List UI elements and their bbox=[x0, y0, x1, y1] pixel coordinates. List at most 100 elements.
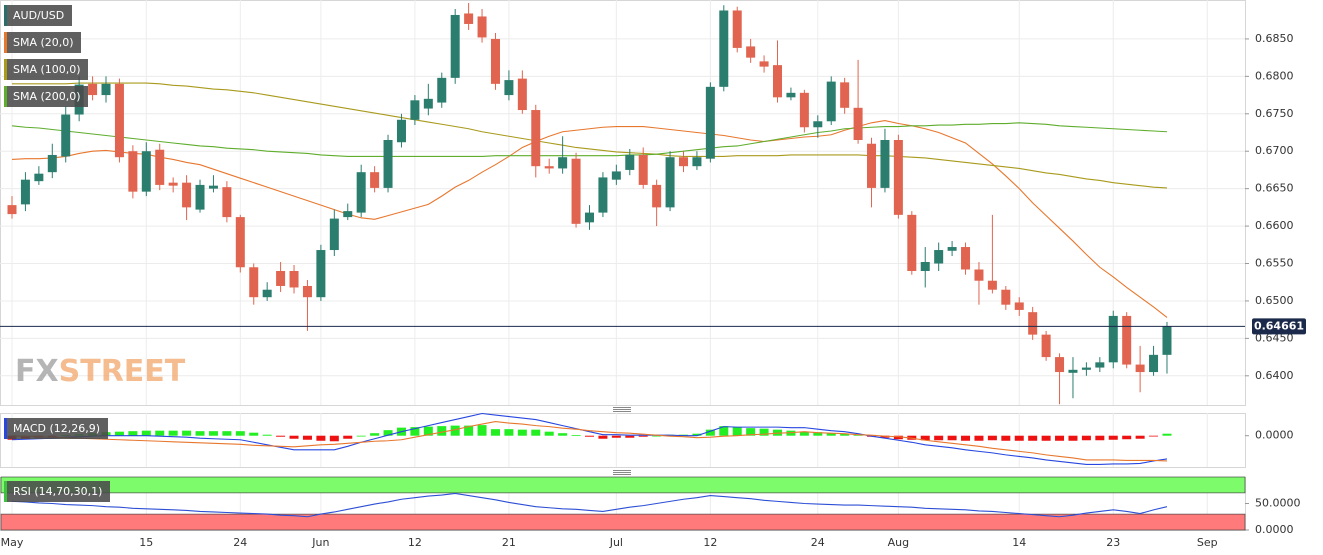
candle-body bbox=[47, 154, 57, 173]
x-tick-label: 15 bbox=[139, 536, 153, 549]
candle-body bbox=[450, 14, 460, 78]
histogram-bar bbox=[584, 435, 594, 437]
histogram-bar bbox=[1108, 435, 1118, 440]
histogram-bar bbox=[625, 435, 635, 438]
legend-text: SMA (20,0) bbox=[13, 36, 74, 49]
legend-entry: AUD/USD bbox=[4, 5, 72, 26]
rsi-band bbox=[0, 476, 1246, 494]
line-series bbox=[11, 421, 1168, 462]
panel-title: RSI (14,70,30,1) bbox=[4, 481, 110, 502]
histogram-bar bbox=[638, 435, 648, 437]
candle-body bbox=[799, 92, 809, 128]
candle-body bbox=[705, 86, 715, 159]
legend-box bbox=[4, 418, 108, 439]
histogram-bar bbox=[450, 425, 460, 436]
y-tick-label: 0.6700 bbox=[1255, 144, 1294, 157]
y-tick-label: 0.6750 bbox=[1255, 107, 1294, 120]
histogram-bar bbox=[961, 435, 971, 441]
histogram-bar bbox=[813, 432, 823, 436]
candle-body bbox=[464, 13, 474, 24]
candle-body bbox=[343, 211, 353, 218]
legend-text: SMA (100,0) bbox=[13, 63, 81, 76]
watermark-part: STREET bbox=[59, 354, 186, 389]
candle-body bbox=[1081, 367, 1091, 370]
candle-body bbox=[276, 270, 286, 286]
candle-body bbox=[88, 83, 98, 96]
candle-body bbox=[1055, 357, 1065, 373]
y-tick-label: 0.6850 bbox=[1255, 32, 1294, 45]
candle-body bbox=[907, 214, 917, 271]
candle-body bbox=[813, 121, 823, 128]
macd-panel bbox=[7, 412, 1172, 466]
candle-body bbox=[853, 107, 863, 140]
candle-body bbox=[974, 269, 984, 281]
histogram-bar bbox=[947, 435, 957, 441]
histogram-bar bbox=[1028, 435, 1038, 441]
histogram-bar bbox=[128, 431, 138, 436]
legend-text: MACD (12,26,9) bbox=[13, 422, 100, 435]
candle-body bbox=[544, 166, 554, 169]
candle-body bbox=[1041, 334, 1051, 358]
candle-body bbox=[249, 267, 259, 298]
histogram-bar bbox=[746, 428, 756, 436]
legend-swatch bbox=[4, 59, 7, 80]
histogram-bar bbox=[114, 431, 124, 436]
candle-body bbox=[477, 16, 487, 38]
histogram-bar bbox=[799, 431, 809, 436]
candle-body bbox=[222, 187, 232, 218]
candle-body bbox=[302, 285, 312, 298]
y-tick-label: 0.6800 bbox=[1255, 69, 1294, 82]
y-tick-label: 0.0000 bbox=[1255, 523, 1294, 536]
histogram-bar bbox=[531, 429, 541, 436]
legend-swatch bbox=[4, 418, 7, 439]
histogram-bar bbox=[692, 433, 702, 436]
candle-body bbox=[410, 100, 420, 120]
panel-title: MACD (12,26,9) bbox=[4, 418, 108, 439]
histogram-bar bbox=[732, 427, 742, 436]
histogram-bar bbox=[302, 435, 312, 440]
candle-body bbox=[719, 10, 729, 87]
y-tick-label: 50.0000 bbox=[1255, 497, 1301, 510]
legend-box bbox=[4, 86, 88, 107]
histogram-bar bbox=[504, 429, 514, 436]
candle-body bbox=[679, 157, 688, 167]
candle-body bbox=[598, 177, 608, 213]
candle-body bbox=[1108, 315, 1118, 363]
histogram-bar bbox=[893, 435, 903, 440]
histogram-bar bbox=[1014, 435, 1024, 441]
y-tick-label: 0.6650 bbox=[1255, 182, 1294, 195]
candle-body bbox=[490, 38, 500, 84]
candle-body bbox=[947, 247, 957, 251]
y-tick-label: 0.6400 bbox=[1255, 369, 1294, 382]
candle-body bbox=[987, 280, 997, 290]
histogram-bar bbox=[195, 431, 205, 436]
histogram-bar bbox=[705, 429, 715, 436]
x-tick-label: Jun bbox=[311, 536, 329, 549]
histogram-bar bbox=[611, 435, 621, 438]
candle-body bbox=[625, 154, 635, 170]
candle-body bbox=[437, 77, 447, 103]
histogram-bar bbox=[1055, 435, 1065, 441]
histogram-bar bbox=[464, 425, 474, 436]
candle-body bbox=[101, 83, 111, 96]
legend-swatch bbox=[4, 32, 7, 53]
candle-body bbox=[652, 184, 662, 208]
candle-body bbox=[141, 151, 151, 192]
candle-body bbox=[1001, 289, 1011, 305]
x-tick-label: 21 bbox=[502, 536, 516, 549]
histogram-bar bbox=[598, 435, 608, 439]
legend-text: AUD/USD bbox=[13, 9, 64, 22]
candle-body bbox=[759, 61, 769, 67]
histogram-bar bbox=[934, 435, 944, 441]
histogram-bar bbox=[182, 430, 192, 436]
legend-swatch bbox=[4, 5, 7, 26]
histogram-bar bbox=[1068, 435, 1078, 441]
x-tick-label: Aug bbox=[888, 536, 909, 549]
y-tick-label: 0.6550 bbox=[1255, 257, 1294, 270]
histogram-bar bbox=[1095, 435, 1105, 441]
candle-body bbox=[558, 157, 568, 169]
histogram-bar bbox=[1122, 435, 1132, 440]
histogram-bar bbox=[208, 431, 218, 436]
